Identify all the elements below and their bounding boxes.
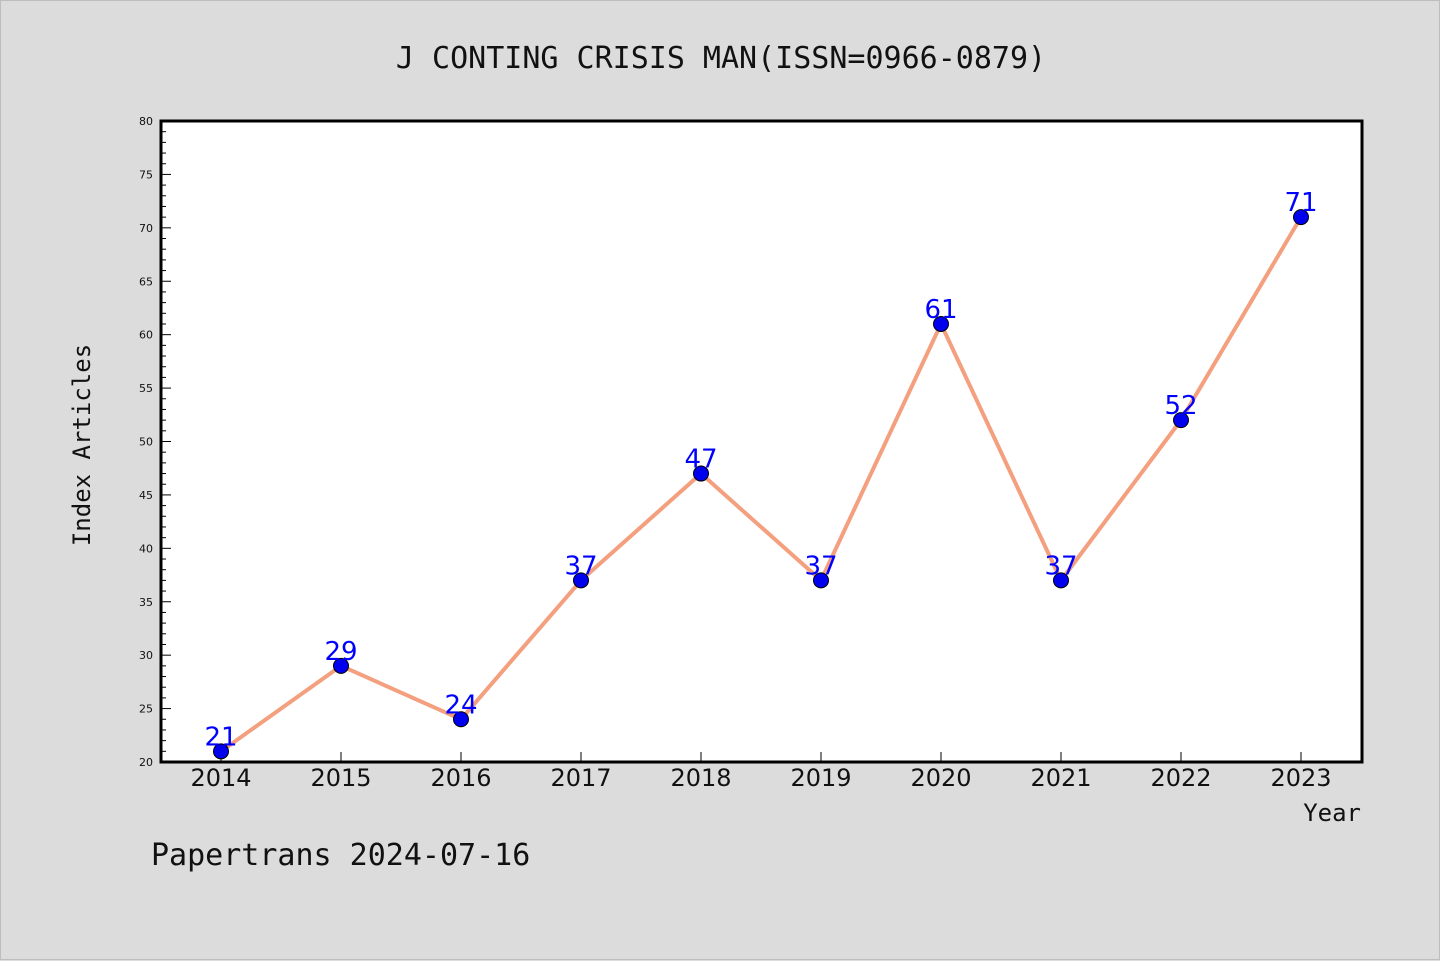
data-point-marker (453, 711, 469, 728)
y-tick-label: 25 (139, 703, 153, 716)
y-tick-label: 75 (139, 168, 153, 181)
y-tick-label: 45 (139, 489, 153, 502)
y-tick-label: 35 (139, 596, 153, 609)
y-tick-label: 65 (139, 275, 153, 288)
y-tick-label: 80 (139, 115, 153, 128)
data-point-marker (333, 657, 349, 674)
data-label: 24 (444, 690, 477, 720)
markers-group (213, 209, 1309, 760)
data-label: 37 (1044, 551, 1077, 581)
data-label: 61 (924, 295, 957, 325)
plot-area (159, 119, 1364, 764)
x-tick-label: 2018 (670, 764, 731, 792)
data-label: 29 (324, 637, 357, 667)
x-tick-label: 2016 (430, 764, 491, 792)
data-label: 71 (1284, 188, 1317, 218)
data-point-marker (573, 572, 589, 589)
x-tick-label: 2022 (1150, 764, 1211, 792)
y-tick-label: 55 (139, 382, 153, 395)
data-point-marker (933, 315, 949, 332)
x-tick-label: 2020 (910, 764, 971, 792)
data-labels-group: 21 29 24 37 47 37 61 37 52 71 (204, 188, 1317, 752)
data-label: 37 (564, 551, 597, 581)
footer-credit: Papertrans 2024-07-16 (151, 838, 530, 873)
data-point-marker (213, 743, 229, 760)
y-tick-label: 30 (139, 649, 153, 662)
x-axis: 2014 2015 2016 2017 2018 2019 2020 2021 2022 2023 (190, 752, 1332, 792)
x-tick-label: 2015 (310, 764, 371, 792)
y-tick-label: 60 (139, 329, 153, 342)
x-tick-label: 2021 (1030, 764, 1091, 792)
y-tick-label: 40 (139, 542, 153, 555)
data-label: 47 (684, 445, 717, 475)
data-point-marker (1053, 572, 1069, 589)
x-axis-label: Year (1303, 799, 1361, 827)
x-tick-label: 2023 (1270, 764, 1331, 792)
series-line (219, 215, 1303, 754)
y-tick-label: 70 (139, 222, 153, 235)
chart-title: J CONTING CRISIS MAN(ISSN=0966-0879) (396, 41, 1046, 76)
data-point-marker (813, 572, 829, 589)
x-tick-label: 2019 (790, 764, 851, 792)
data-label: 52 (1164, 391, 1197, 421)
y-axis: 20 25 30 35 40 45 50 55 60 65 70 75 80 (139, 115, 171, 769)
series-line-group (219, 215, 1303, 754)
y-axis-label: Index Articles (68, 344, 96, 546)
y-tick-label: 50 (139, 436, 153, 449)
data-label: 37 (804, 551, 837, 581)
y-tick-label: 20 (139, 756, 153, 769)
data-point-marker (693, 465, 709, 482)
x-tick-label: 2017 (550, 764, 611, 792)
data-label: 21 (204, 722, 237, 752)
x-tick-label: 2014 (190, 764, 251, 792)
data-point-marker (1293, 209, 1309, 226)
data-point-marker (1173, 412, 1189, 429)
